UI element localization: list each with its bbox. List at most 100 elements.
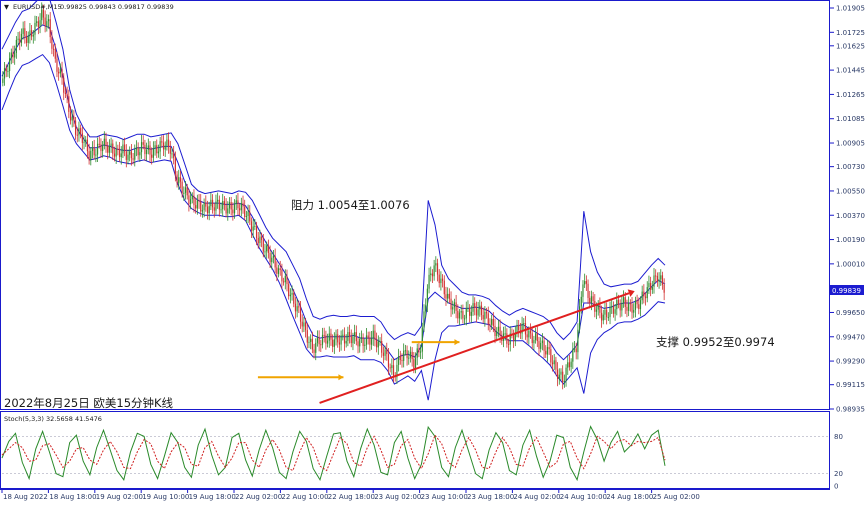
candle-body	[31, 30, 33, 37]
candle-body	[306, 330, 308, 343]
candle-body	[626, 306, 628, 311]
candle-body	[359, 338, 361, 347]
symbol-label: EURUSD#,M15	[13, 3, 62, 11]
candle-body	[453, 302, 456, 308]
candle-body	[198, 200, 200, 202]
candle-body	[281, 269, 283, 282]
candle-body	[173, 153, 175, 158]
candle-body	[271, 257, 273, 263]
candle-body	[614, 309, 616, 314]
candle-body	[604, 309, 606, 315]
time-tick-label: 19 Aug 10:00	[142, 493, 189, 501]
candle-body	[462, 311, 464, 319]
candle-body	[592, 296, 594, 301]
candle-body	[56, 58, 58, 72]
candle-body	[428, 274, 430, 289]
candle-body	[408, 357, 410, 359]
candle-body	[237, 200, 239, 209]
candle-body	[600, 312, 603, 321]
candle-body	[213, 207, 215, 211]
price-tick-label: 1.00550	[836, 187, 865, 195]
candle-body	[247, 211, 249, 217]
candle-body	[19, 38, 21, 43]
candle-body	[169, 147, 171, 154]
candle-body	[286, 275, 288, 285]
time-tick-label: 25 Aug 02:00	[653, 493, 700, 501]
candle-body	[638, 304, 640, 310]
candle-body	[641, 291, 643, 301]
candle-body	[482, 315, 484, 320]
candle-body	[105, 138, 107, 146]
candle-body	[338, 342, 341, 345]
candle-body	[316, 337, 319, 343]
candle-body	[477, 309, 479, 316]
candle-body	[98, 143, 100, 145]
candle-body	[103, 138, 105, 146]
candle-body	[617, 299, 620, 305]
candle-body	[269, 252, 271, 263]
candle-body	[267, 245, 269, 253]
candle-body	[401, 360, 403, 362]
chart-menu-icon[interactable]: ▼	[4, 3, 9, 11]
candle-body	[457, 310, 459, 319]
candle-body	[548, 347, 550, 350]
candle-body	[279, 268, 281, 270]
candle-body	[337, 334, 339, 343]
candle-body	[622, 297, 625, 303]
candle-body	[494, 325, 496, 337]
candle-body	[250, 221, 253, 231]
candle-body	[90, 150, 92, 161]
candle-body	[567, 362, 569, 368]
candle-body	[607, 317, 609, 319]
candle-body	[181, 181, 183, 194]
candle-body	[597, 304, 599, 310]
candle-body	[445, 294, 447, 299]
candle-body	[81, 133, 83, 143]
candle-body	[333, 339, 335, 347]
candle-body	[475, 307, 478, 316]
candle-body	[22, 28, 24, 34]
candle-body	[578, 306, 581, 330]
candle-body	[396, 364, 398, 378]
stochastic-oscillator: 80 20 0	[1, 425, 843, 491]
candle-body	[379, 340, 381, 342]
price-tick-label: 1.01445	[836, 67, 865, 75]
candle-body	[370, 338, 373, 345]
candle-body	[264, 251, 266, 253]
candle-body	[41, 9, 43, 21]
price-tick-label: 1.01085	[836, 115, 865, 123]
candle-body	[125, 151, 127, 160]
candle-body	[29, 30, 31, 37]
candle-body	[296, 306, 298, 312]
candle-body	[294, 303, 297, 312]
candle-body	[276, 267, 278, 274]
candle-body	[438, 274, 440, 284]
candle-body	[305, 322, 307, 331]
time-tick-label: 24 Aug 10:00	[560, 493, 607, 501]
horizontal-level-arrowhead	[454, 339, 460, 346]
candle-body	[261, 236, 263, 240]
candle-body	[112, 143, 114, 154]
candle-body	[484, 311, 486, 320]
candle-body	[629, 303, 631, 305]
candle-body	[655, 275, 657, 277]
candle-body	[387, 354, 390, 368]
candle-body	[146, 149, 148, 155]
candle-body	[540, 343, 542, 349]
candle-body	[335, 334, 337, 340]
candle-body	[448, 293, 450, 299]
candle-body	[352, 336, 354, 344]
candle-body	[20, 33, 23, 43]
candle-body	[628, 303, 630, 311]
price-tick-label: 0.98935	[836, 406, 865, 414]
candle-body	[39, 20, 41, 28]
candle-body	[624, 297, 626, 307]
candle-body	[255, 225, 258, 238]
candle-body	[403, 350, 405, 361]
candle-body	[606, 309, 608, 318]
candle-body	[460, 311, 462, 313]
candle-body	[550, 349, 552, 363]
candle-body	[228, 202, 231, 209]
